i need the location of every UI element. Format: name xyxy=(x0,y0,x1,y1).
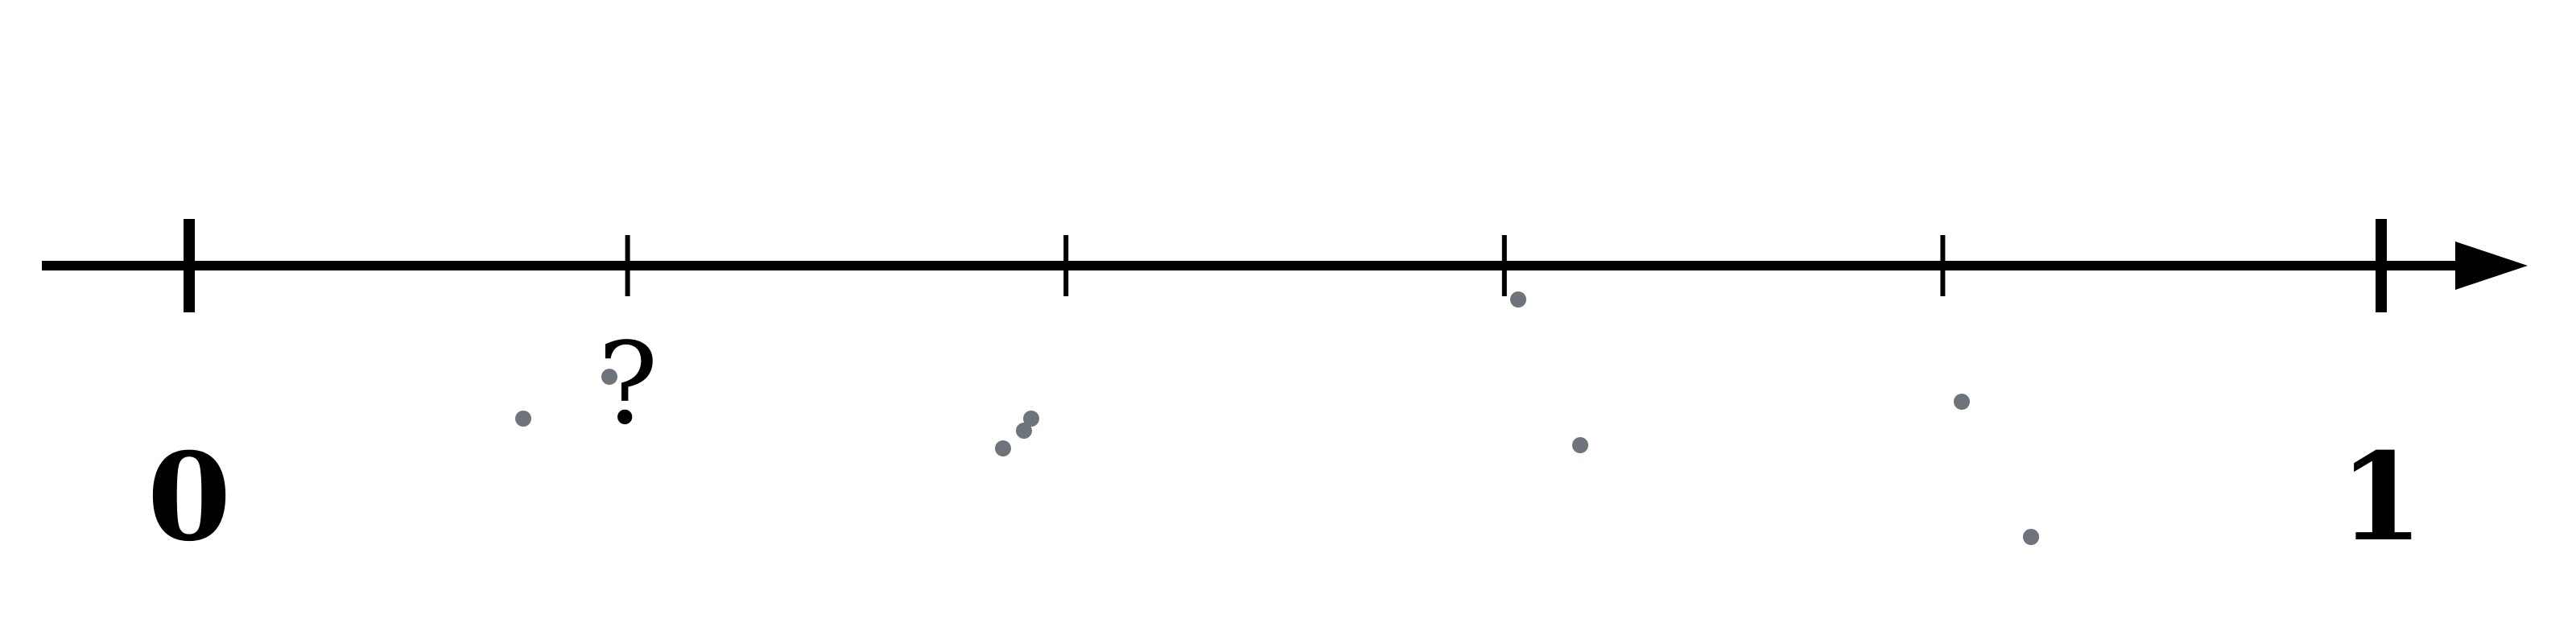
stray-dot-5 xyxy=(995,440,1011,456)
label-unknown: ? xyxy=(597,319,658,450)
stray-dot-1 xyxy=(1510,291,1526,308)
stray-dot-4 xyxy=(1023,411,1039,427)
stray-dot-10 xyxy=(2023,529,2039,545)
stray-dot-6 xyxy=(1016,423,1032,439)
stray-dot-8 xyxy=(1954,394,1970,410)
stray-dot-3 xyxy=(601,369,617,385)
stray-dot-7 xyxy=(1572,437,1588,453)
stray-dot-2 xyxy=(515,411,531,427)
axis-arrowhead xyxy=(2455,242,2528,290)
label-one: 1 xyxy=(2339,427,2423,568)
label-zero: 0 xyxy=(147,427,231,568)
